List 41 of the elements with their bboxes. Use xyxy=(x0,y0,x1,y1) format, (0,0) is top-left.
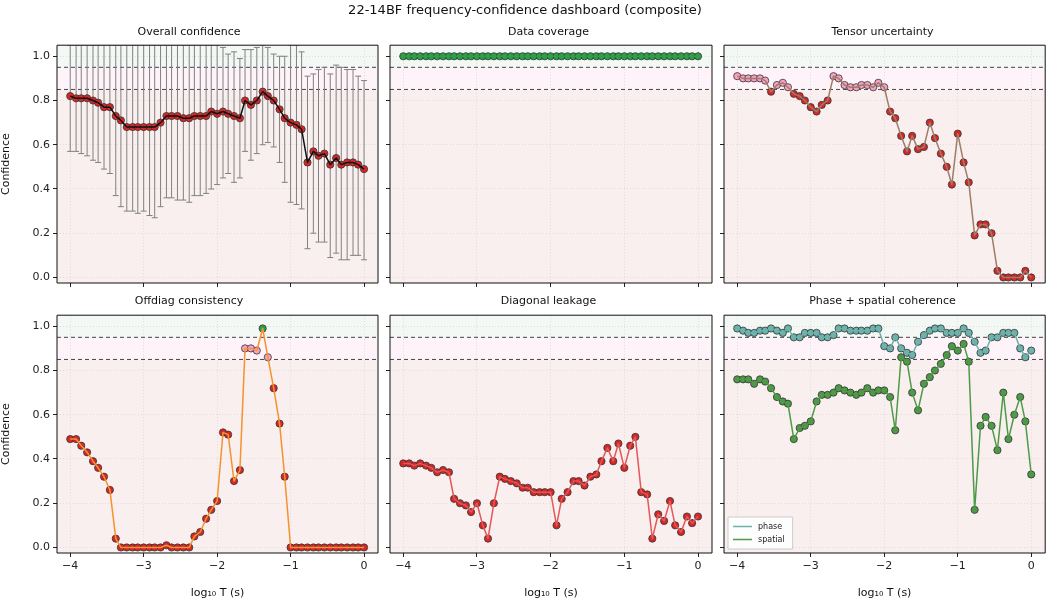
y-tick-label: 0.0 xyxy=(32,540,50,554)
x-tick-label: −1 xyxy=(616,559,633,573)
x-tick-label: −4 xyxy=(62,559,79,573)
chart-title: Overall confidence xyxy=(137,25,241,39)
y-axis-title: Confidence xyxy=(0,132,13,196)
y-tick-label: 0.4 xyxy=(32,451,50,465)
chart-title: Tensor uncertainty xyxy=(830,25,935,39)
x-tick-label: −3 xyxy=(802,559,819,573)
chart-title: Phase + spatial coherence xyxy=(809,294,956,308)
y-tick-label: 0.2 xyxy=(32,496,50,510)
x-tick-label: 0 xyxy=(360,559,368,573)
y-axis-title: Confidence xyxy=(0,402,13,466)
y-tick-label: 0.8 xyxy=(32,363,50,377)
x-tick-label: −4 xyxy=(729,559,746,573)
x-tick-label: −2 xyxy=(209,559,226,573)
chart-title: Diagonal leakage xyxy=(500,294,597,308)
x-tick-label: 0 xyxy=(1027,559,1035,573)
x-tick-label: −1 xyxy=(282,559,299,573)
x-axis-title: log₁₀ T (s) xyxy=(190,586,245,600)
x-tick-label: −3 xyxy=(468,559,486,573)
x-axis-title: log₁₀ T (s) xyxy=(857,586,912,600)
legend-label: spatial xyxy=(758,534,785,544)
x-axis-title: log₁₀ T (s) xyxy=(524,586,578,600)
legend-label: phase xyxy=(758,521,783,531)
y-tick-label: 1.0 xyxy=(32,49,50,63)
y-tick-label: 0.0 xyxy=(32,270,50,284)
chart-title: Data coverage xyxy=(508,25,590,39)
y-tick-label: 0.6 xyxy=(32,407,50,421)
y-tick-label: 0.4 xyxy=(32,181,50,195)
chart-title: Offdiag consistency xyxy=(134,294,244,308)
x-tick-label: −4 xyxy=(395,559,412,573)
x-tick-label: −3 xyxy=(135,559,152,573)
y-tick-label: 1.0 xyxy=(32,319,50,333)
x-tick-label: 0 xyxy=(694,559,702,573)
y-tick-label: 0.6 xyxy=(32,137,50,151)
x-tick-label: −2 xyxy=(876,559,893,573)
y-tick-label: 0.8 xyxy=(32,93,50,107)
y-tick-label: 0.2 xyxy=(32,226,50,240)
x-tick-label: −1 xyxy=(949,559,966,573)
x-tick-label: −2 xyxy=(542,559,559,573)
text: 22-14BF frequency-confidence dashboard (composite) xyxy=(347,2,703,17)
